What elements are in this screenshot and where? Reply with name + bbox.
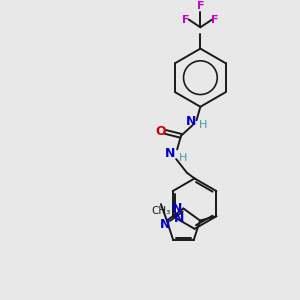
Text: F: F [211, 15, 219, 25]
Text: N: N [165, 147, 176, 160]
Text: F: F [182, 15, 190, 25]
Text: H: H [199, 120, 208, 130]
Text: F: F [196, 1, 204, 11]
Text: O: O [155, 125, 166, 139]
Text: N: N [160, 218, 170, 231]
Text: N: N [185, 115, 196, 128]
Text: N: N [173, 212, 184, 225]
Text: CH₃: CH₃ [151, 206, 170, 216]
Text: N: N [172, 202, 182, 215]
Text: H: H [179, 153, 187, 163]
